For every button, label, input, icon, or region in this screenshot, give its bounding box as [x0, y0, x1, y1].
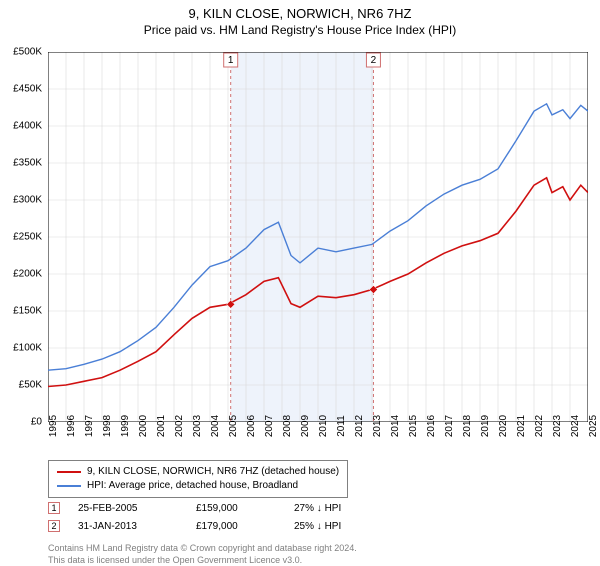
legend-swatch: [57, 485, 81, 487]
legend-row: HPI: Average price, detached house, Broa…: [57, 479, 339, 493]
legend: 9, KILN CLOSE, NORWICH, NR6 7HZ (detache…: [48, 460, 348, 498]
sale-row-delta: 27% ↓ HPI: [294, 503, 341, 514]
y-tick-label: £500K: [13, 47, 42, 58]
y-tick-label: £300K: [13, 195, 42, 206]
sale-row-marker: 1: [48, 502, 60, 514]
x-tick-label: 2018: [462, 415, 473, 437]
x-tick-label: 2016: [426, 415, 437, 437]
footnote-line-2: This data is licensed under the Open Gov…: [48, 554, 302, 566]
x-tick-label: 1997: [84, 415, 95, 437]
x-tick-label: 2001: [156, 415, 167, 437]
x-tick-label: 2000: [138, 415, 149, 437]
legend-row: 9, KILN CLOSE, NORWICH, NR6 7HZ (detache…: [57, 465, 339, 479]
x-tick-label: 2021: [516, 415, 527, 437]
y-tick-label: £450K: [13, 84, 42, 95]
x-tick-label: 2005: [228, 415, 239, 437]
footnote-line-1: Contains HM Land Registry data © Crown c…: [48, 542, 357, 554]
x-tick-label: 2006: [246, 415, 257, 437]
x-tick-label: 2002: [174, 415, 185, 437]
chart-area: 12 £0£50K£100K£150K£200K£250K£300K£350K£…: [48, 52, 588, 422]
chart-container: 9, KILN CLOSE, NORWICH, NR6 7HZ Price pa…: [0, 6, 600, 566]
y-tick-label: £50K: [19, 380, 42, 391]
x-tick-label: 2017: [444, 415, 455, 437]
x-tick-label: 2025: [588, 415, 599, 437]
x-tick-label: 2024: [570, 415, 581, 437]
sale-row: 2 31-JAN-2013 £179,000 25% ↓ HPI: [48, 520, 341, 532]
x-tick-label: 2015: [408, 415, 419, 437]
sale-row-date: 31-JAN-2013: [78, 521, 178, 532]
y-tick-label: £350K: [13, 158, 42, 169]
x-tick-label: 2013: [372, 415, 383, 437]
y-tick-label: £100K: [13, 343, 42, 354]
sale-row-date: 25-FEB-2005: [78, 503, 178, 514]
x-tick-label: 1998: [102, 415, 113, 437]
sale-row: 1 25-FEB-2005 £159,000 27% ↓ HPI: [48, 502, 341, 514]
x-tick-label: 2014: [390, 415, 401, 437]
x-tick-label: 2019: [480, 415, 491, 437]
legend-swatch: [57, 471, 81, 473]
x-tick-label: 2004: [210, 415, 221, 437]
x-tick-label: 1996: [66, 415, 77, 437]
y-tick-label: £0: [31, 417, 42, 428]
x-tick-label: 2007: [264, 415, 275, 437]
sale-marker-label-1: 1: [228, 55, 234, 66]
x-tick-label: 2022: [534, 415, 545, 437]
y-tick-label: £400K: [13, 121, 42, 132]
x-tick-label: 2023: [552, 415, 563, 437]
x-tick-label: 2010: [318, 415, 329, 437]
chart-subtitle: Price paid vs. HM Land Registry's House …: [0, 23, 600, 37]
sale-marker-label-2: 2: [371, 55, 377, 66]
x-tick-label: 2020: [498, 415, 509, 437]
y-tick-label: £200K: [13, 269, 42, 280]
x-tick-label: 2011: [336, 415, 347, 437]
chart-title: 9, KILN CLOSE, NORWICH, NR6 7HZ: [0, 6, 600, 21]
y-tick-label: £250K: [13, 232, 42, 243]
sale-row-marker: 2: [48, 520, 60, 532]
x-tick-label: 2012: [354, 415, 365, 437]
sale-row-price: £179,000: [196, 521, 276, 532]
sale-row-price: £159,000: [196, 503, 276, 514]
x-tick-label: 1999: [120, 415, 131, 437]
y-tick-label: £150K: [13, 306, 42, 317]
x-tick-label: 2008: [282, 415, 293, 437]
sale-row-delta: 25% ↓ HPI: [294, 521, 341, 532]
line-chart: 12: [48, 52, 588, 422]
legend-text: HPI: Average price, detached house, Broa…: [87, 479, 298, 493]
x-tick-label: 1995: [48, 415, 59, 437]
x-tick-label: 2003: [192, 415, 203, 437]
x-tick-label: 2009: [300, 415, 311, 437]
legend-text: 9, KILN CLOSE, NORWICH, NR6 7HZ (detache…: [87, 465, 339, 479]
